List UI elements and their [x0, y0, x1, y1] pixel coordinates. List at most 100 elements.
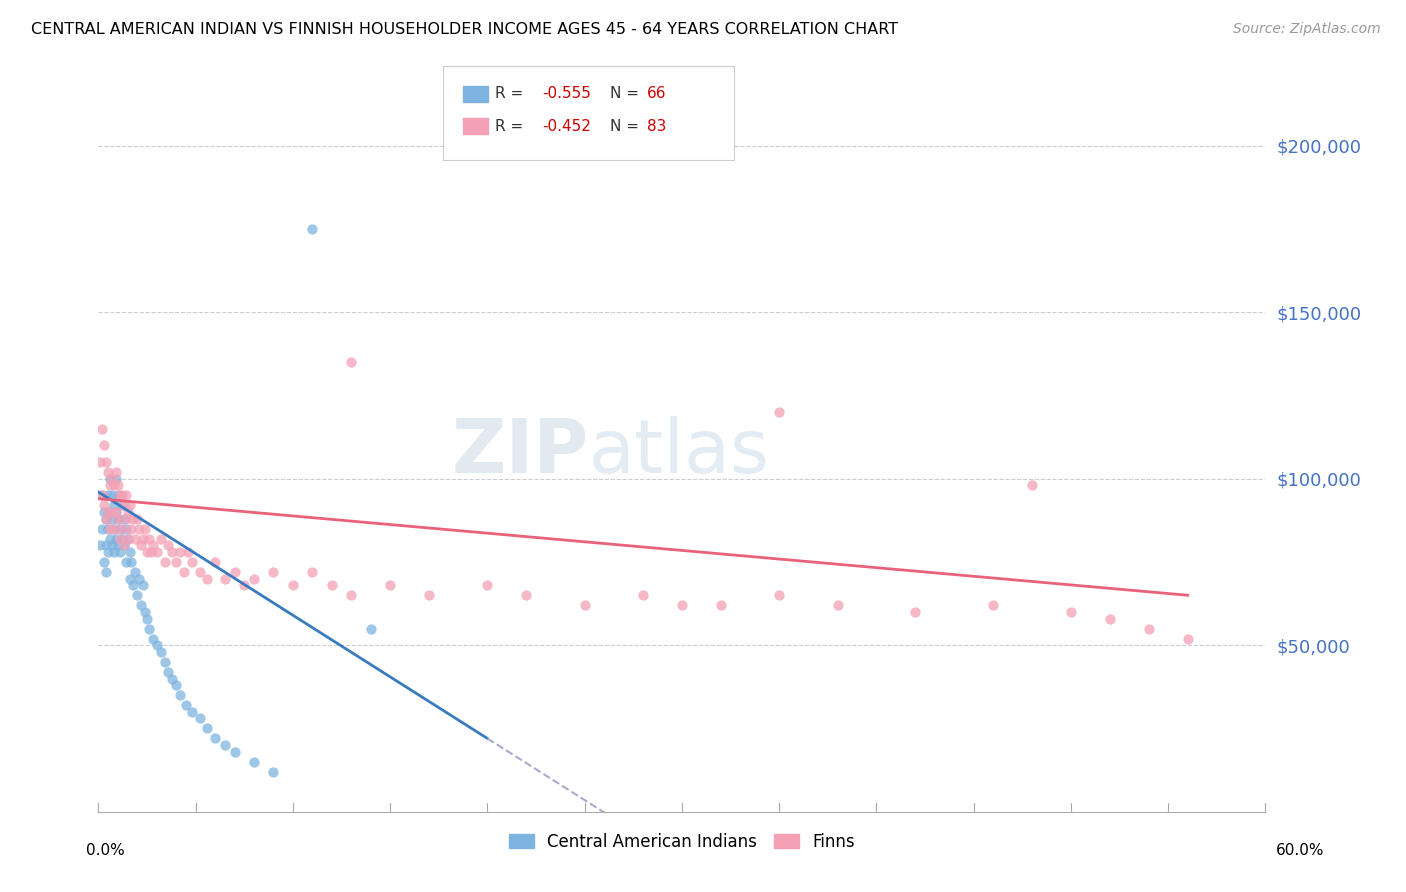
Point [91, 422, 114, 436]
Point [233, 578, 256, 592]
Point [98, 522, 121, 536]
Point [214, 738, 236, 752]
Point [129, 538, 152, 552]
Point [91, 488, 114, 502]
Point [904, 605, 927, 619]
Point [1177, 632, 1199, 646]
Point [118, 545, 141, 559]
Point [114, 555, 136, 569]
Point [146, 545, 169, 559]
Point [139, 545, 162, 559]
Point [114, 488, 136, 502]
Point [136, 545, 159, 559]
Point [101, 511, 124, 525]
Point [104, 465, 127, 479]
Point [101, 505, 124, 519]
Point [96, 565, 118, 579]
Point [138, 532, 160, 546]
Point [103, 545, 125, 559]
Point [134, 522, 156, 536]
Point [173, 565, 195, 579]
Point [1060, 605, 1083, 619]
Point [89, 538, 111, 552]
Point [1021, 478, 1043, 492]
Point [574, 599, 596, 613]
Point [243, 572, 266, 586]
Point [262, 565, 284, 579]
Point [121, 555, 143, 569]
Point [108, 488, 131, 502]
Point [111, 532, 134, 546]
Point [111, 499, 134, 513]
Point [153, 555, 176, 569]
Point [93, 438, 115, 452]
Point [101, 538, 124, 552]
Point [117, 532, 139, 546]
Point [204, 555, 226, 569]
Point [157, 538, 180, 552]
Point [104, 532, 127, 546]
Point [981, 599, 1004, 613]
Point [132, 532, 155, 546]
Point [97, 465, 120, 479]
Point [104, 505, 127, 519]
Point [128, 572, 150, 586]
Point [142, 632, 165, 646]
Point [418, 588, 440, 602]
Point [262, 764, 284, 779]
Text: -0.555: -0.555 [541, 87, 591, 102]
Point [97, 488, 120, 502]
Point [122, 578, 145, 592]
Point [107, 538, 129, 552]
Point [97, 522, 120, 536]
Point [162, 545, 184, 559]
Point [98, 505, 121, 519]
Point [631, 588, 654, 602]
Point [107, 488, 129, 502]
Point [112, 499, 135, 513]
Point [169, 688, 191, 702]
Point [180, 555, 202, 569]
Point [93, 555, 115, 569]
Point [768, 405, 790, 419]
Point [98, 532, 121, 546]
Point [204, 731, 226, 746]
Point [157, 665, 180, 679]
Point [380, 578, 402, 592]
Point [108, 545, 131, 559]
Point [195, 722, 218, 736]
Point [301, 565, 323, 579]
Point [340, 588, 363, 602]
Point [340, 355, 363, 369]
Text: N =: N = [610, 119, 644, 134]
Point [162, 672, 184, 686]
Point [101, 472, 124, 486]
Point [117, 532, 139, 546]
Point [107, 478, 129, 492]
Point [96, 511, 118, 525]
Text: N =: N = [610, 87, 644, 102]
Point [89, 455, 111, 469]
Point [98, 472, 121, 486]
Point [97, 505, 120, 519]
Point [224, 565, 246, 579]
Point [114, 511, 136, 525]
Point [91, 488, 114, 502]
Point [180, 705, 202, 719]
Point [281, 578, 304, 592]
Point [165, 678, 187, 692]
Point [477, 578, 499, 592]
Point [112, 511, 135, 525]
Point [118, 499, 141, 513]
Point [96, 455, 118, 469]
Point [93, 505, 115, 519]
Point [121, 522, 143, 536]
Point [98, 478, 121, 492]
Point [132, 578, 155, 592]
Point [107, 511, 129, 525]
Point [188, 565, 211, 579]
Text: 83: 83 [647, 119, 666, 134]
Text: 0.0%: 0.0% [86, 843, 125, 858]
Point [301, 222, 323, 236]
Text: 60.0%: 60.0% [1277, 843, 1324, 858]
